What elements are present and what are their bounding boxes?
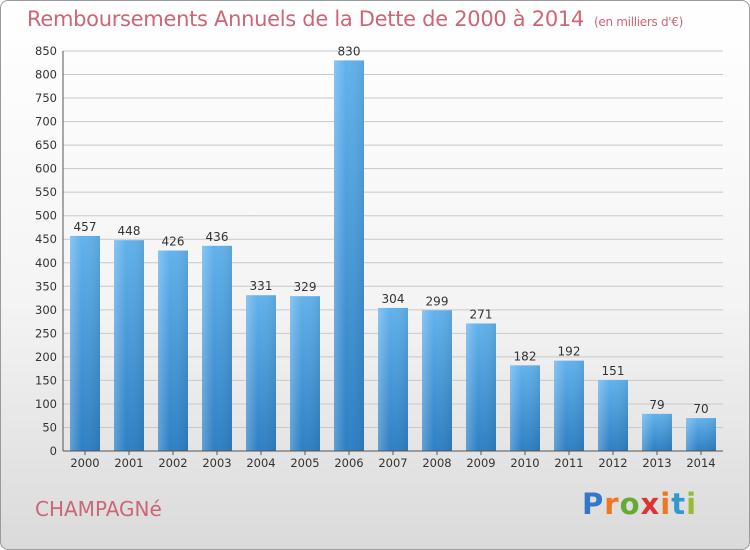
bar-value-label: 457 xyxy=(74,220,97,234)
y-tick-label: 600 xyxy=(35,162,57,176)
bar-layer: 457 448 426 436 331 329 830 304 299 271 182 192 151 7… xyxy=(70,44,716,451)
bar-shine xyxy=(378,307,408,451)
bar-value-label: 299 xyxy=(426,294,449,308)
y-tick-label: 50 xyxy=(42,420,57,434)
unit-label: (en milliers d'€) xyxy=(594,15,684,29)
bar-shine xyxy=(246,295,276,451)
y-tick-label: 100 xyxy=(35,397,57,411)
x-tick-label: 2013 xyxy=(642,456,671,470)
y-tick-label: 350 xyxy=(35,279,57,293)
bar-shine xyxy=(334,60,364,451)
x-tick-label: 2012 xyxy=(598,456,627,470)
bar-shine xyxy=(114,240,144,451)
y-tick-label: 300 xyxy=(35,303,57,317)
bar-value-label: 426 xyxy=(162,235,185,249)
bar-shine xyxy=(598,379,628,451)
bar-value-label: 830 xyxy=(338,44,361,58)
bar-value-label: 151 xyxy=(602,364,625,378)
logo-letter: i xyxy=(660,487,672,521)
x-tick-label: 2001 xyxy=(114,456,143,470)
town-name: CHAMPAGNé xyxy=(35,497,162,521)
y-tick-label: 800 xyxy=(35,68,57,82)
bar-value-label: 304 xyxy=(382,292,405,306)
bar-shine xyxy=(422,310,452,451)
x-tick-label: 2005 xyxy=(290,456,319,470)
y-tick-label: 200 xyxy=(35,350,57,364)
bar-shine xyxy=(686,418,716,451)
bar-shine xyxy=(290,296,320,451)
y-tick-label: 650 xyxy=(35,138,57,152)
proxiti-logo: Proxiti xyxy=(582,487,697,521)
x-tick-label: 2002 xyxy=(158,456,187,470)
chart-title: Remboursements Annuels de la Dette de 20… xyxy=(27,7,683,31)
bar-shine xyxy=(70,235,100,451)
y-tick-label: 400 xyxy=(35,256,57,270)
logo-letter: i xyxy=(686,487,698,521)
y-tick-label: 250 xyxy=(35,326,57,340)
bar-value-label: 271 xyxy=(470,307,493,321)
bar-value-label: 329 xyxy=(294,280,317,294)
bar-value-label: 79 xyxy=(649,398,664,412)
bar-shine xyxy=(642,413,672,451)
x-tick-label: 2006 xyxy=(334,456,363,470)
x-tick-label: 2014 xyxy=(686,456,715,470)
y-tick-label: 850 xyxy=(35,44,57,58)
logo-letter: x xyxy=(640,487,661,521)
x-tick-label: 2010 xyxy=(510,456,539,470)
title-text: Remboursements Annuels de la Dette de 20… xyxy=(27,7,584,31)
axis-layer: 0 50 100 150 200 250 300 350 400 450 500 550 600 650 7… xyxy=(35,44,723,470)
x-tick-label: 2000 xyxy=(70,456,99,470)
x-tick-label: 2007 xyxy=(378,456,407,470)
logo-letter: t xyxy=(671,487,687,521)
bar-value-label: 448 xyxy=(118,224,141,238)
x-tick-label: 2009 xyxy=(466,456,495,470)
logo-letter: r xyxy=(604,487,620,521)
x-tick-label: 2011 xyxy=(554,456,583,470)
y-tick-label: 700 xyxy=(35,115,57,129)
bar-shine xyxy=(510,365,540,451)
y-tick-label: 150 xyxy=(35,373,57,387)
bar-value-label: 70 xyxy=(693,402,708,416)
logo-letter: o xyxy=(619,487,641,521)
bar-shine xyxy=(158,250,188,451)
bar-shine xyxy=(202,245,232,451)
y-tick-label: 550 xyxy=(35,185,57,199)
bar-value-label: 192 xyxy=(558,345,581,359)
bar-value-label: 331 xyxy=(250,279,273,293)
y-tick-label: 750 xyxy=(35,91,57,105)
x-tick-label: 2004 xyxy=(246,456,275,470)
x-tick-label: 2008 xyxy=(422,456,451,470)
x-tick-label: 2003 xyxy=(202,456,231,470)
y-tick-label: 0 xyxy=(50,444,57,458)
bar-shine xyxy=(466,323,496,451)
bar-value-label: 436 xyxy=(206,230,229,244)
logo-letter: P xyxy=(582,487,605,521)
bar-value-label: 182 xyxy=(514,349,537,363)
bar-shine xyxy=(554,360,584,451)
y-tick-label: 500 xyxy=(35,209,57,223)
y-tick-label: 450 xyxy=(35,232,57,246)
